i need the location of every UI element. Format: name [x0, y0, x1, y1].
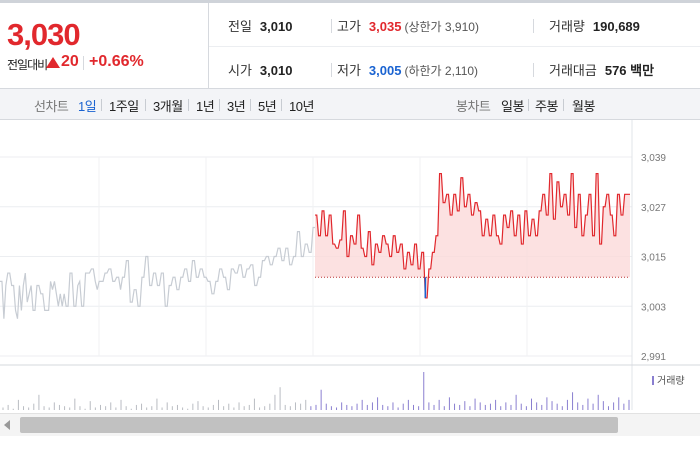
y-tick-label: 2,991 [641, 352, 666, 363]
horizontal-scrollbar[interactable] [0, 413, 700, 436]
divider [563, 99, 564, 111]
high-label: 고가 [337, 19, 361, 34]
low-price: 저가 3,005 (하한가 2,110) [337, 60, 478, 79]
volume-legend: 거래량 [652, 372, 685, 387]
volume-value: 190,689 [592, 19, 640, 34]
price-area [315, 173, 630, 298]
low-value: 3,005 [368, 63, 402, 78]
divider [533, 63, 534, 77]
upper-limit: (상한가 3,910) [404, 20, 479, 34]
divider [219, 99, 220, 111]
volume-legend-label: 거래량 [657, 376, 685, 387]
prev-day-line [0, 226, 315, 319]
lower-limit: (하한가 2,110) [404, 64, 479, 78]
divider [331, 63, 332, 77]
divider [83, 56, 84, 70]
prev-close-value: 3,010 [259, 19, 293, 34]
tab-10years[interactable]: 10년 [289, 99, 314, 114]
row-divider [209, 46, 700, 47]
current-price: 3,030 [7, 17, 81, 52]
low-label: 저가 [337, 63, 361, 78]
volume: 거래량 190,689 [549, 16, 640, 35]
tab-1day[interactable]: 1일 [78, 99, 97, 114]
divider [188, 99, 189, 111]
quote-panel: 3,030 전일대비 20 +0.66% 전일 3,010 고가 3,035 (상한가… [0, 3, 700, 89]
top-border [0, 0, 700, 3]
divider [533, 19, 534, 33]
tab-daily-candle[interactable]: 일봉 [501, 99, 524, 114]
change-label: 전일대비 [7, 58, 48, 72]
intraday-price-chart: 3,039 3,027 3,015 3,003 2,991 [0, 120, 700, 410]
open-price: 시가 3,010 [228, 60, 292, 79]
divider [250, 99, 251, 111]
y-tick-label: 3,003 [641, 302, 666, 313]
line-chart-heading: 선차트 [34, 99, 69, 114]
change-rate: +0.66% [89, 53, 144, 70]
up-triangle-icon [46, 57, 60, 68]
divider [528, 99, 529, 111]
volume-label: 거래량 [549, 19, 585, 34]
price-box: 3,030 전일대비 20 +0.66% [0, 3, 209, 89]
high-price: 고가 3,035 (상한가 3,910) [337, 16, 479, 35]
change-value: 20 [61, 53, 79, 70]
prev-close-label: 전일 [228, 19, 252, 34]
trade-amount: 거래대금 576 백만 [549, 60, 654, 79]
candle-chart-heading: 봉차트 [456, 99, 491, 114]
legend-swatch-icon [652, 376, 654, 385]
divider [145, 99, 146, 111]
price-line [315, 172, 630, 299]
divider [281, 99, 282, 111]
chart-tab-bar: 선차트 1일 1주일 3개월 1년 3년 5년 10년 봉차트 일봉 주봉 월봉 [0, 89, 700, 120]
scrollbar-thumb[interactable] [20, 417, 618, 433]
divider [331, 19, 332, 33]
amount-label: 거래대금 [549, 63, 597, 78]
scroll-left-icon[interactable] [4, 420, 10, 430]
open-value: 3,010 [259, 63, 293, 78]
tab-1year[interactable]: 1년 [196, 99, 215, 114]
tab-1week[interactable]: 1주일 [109, 99, 139, 114]
high-value: 3,035 [368, 19, 402, 34]
tab-3years[interactable]: 3년 [227, 99, 246, 114]
tab-monthly-candle[interactable]: 월봉 [572, 99, 595, 114]
tab-weekly-candle[interactable]: 주봉 [535, 99, 558, 114]
divider [101, 99, 102, 111]
amount-value: 576 백만 [604, 63, 655, 78]
tab-3months[interactable]: 3개월 [153, 99, 183, 114]
y-tick-label: 3,027 [641, 203, 666, 214]
y-tick-label: 3,039 [641, 153, 666, 164]
open-label: 시가 [228, 63, 252, 78]
y-tick-label: 3,015 [641, 253, 666, 264]
prev-close: 전일 3,010 [228, 16, 292, 35]
tab-5years[interactable]: 5년 [258, 99, 277, 114]
